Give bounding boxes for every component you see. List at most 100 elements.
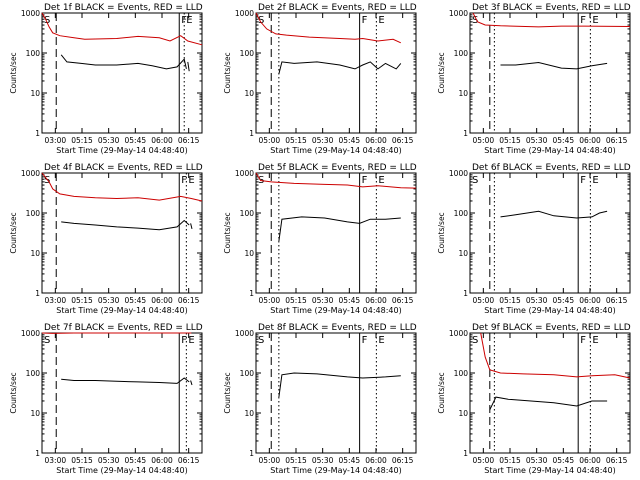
x-axis-label: Start Time (29-May-14 04:48:40) (270, 306, 401, 315)
events-series-line (500, 210, 608, 219)
x-tick-label: 05:30 (98, 296, 120, 305)
x-tick-label: 05:15 (499, 136, 521, 145)
y-tick-label: 1000 (21, 9, 40, 18)
x-tick-label: 06:00 (365, 136, 387, 145)
events-series-line (190, 223, 193, 230)
chart-panel: Det 8f BLACK = Events, RED = LLD 1 10 100 10… (223, 323, 417, 475)
x-tick-label: 05:30 (526, 456, 548, 465)
x-tick-label: 05:00 (473, 456, 495, 465)
chart-panel: Det 4f BLACK = Events, RED = LLD 1 10 100 10… (9, 163, 203, 315)
x-tick-label: 06:15 (606, 136, 628, 145)
chart-title: Det 7f BLACK = Events, RED = LLD (44, 323, 203, 333)
y-tick-label: 100 (26, 369, 41, 378)
y-tick-label: 1000 (235, 329, 254, 338)
x-axis-label: Start Time (29-May-14 04:48:40) (56, 146, 187, 155)
chart-title: Det 8f BLACK = Events, RED = LLD (258, 323, 417, 333)
x-tick-label: 06:15 (606, 456, 628, 465)
time-marker-label: S (258, 335, 264, 346)
y-tick-label: 1 (463, 449, 468, 458)
x-tick-label: 05:15 (71, 296, 93, 305)
y-tick-label: 10 (30, 409, 40, 418)
time-marker-label: E (378, 175, 384, 186)
x-tick-label: 05:15 (285, 296, 307, 305)
x-axis-label: Start Time (29-May-14 04:48:40) (270, 146, 401, 155)
x-axis-label: Start Time (29-May-14 04:48:40) (270, 466, 401, 475)
x-tick-label: 05:45 (125, 456, 147, 465)
y-tick-label: 10 (458, 249, 468, 258)
x-tick-label: 05:45 (339, 296, 361, 305)
time-marker-label: F (362, 15, 368, 26)
x-axis-label: Start Time (29-May-14 04:48:40) (484, 306, 615, 315)
x-tick-label: 06:00 (579, 456, 601, 465)
y-tick-label: 1000 (449, 9, 468, 18)
y-axis-label: Counts/sec (223, 52, 232, 93)
x-tick-label: 05:45 (553, 456, 575, 465)
y-tick-label: 100 (240, 209, 255, 218)
y-tick-label: 10 (458, 409, 468, 418)
time-marker-label: E (592, 175, 598, 186)
chart-panel: Det 1f BLACK = Events, RED = LLD 1 10 100 10… (9, 3, 203, 155)
chart-title: Det 4f BLACK = Events, RED = LLD (44, 163, 203, 173)
chart-title: Det 9f BLACK = Events, RED = LLD (472, 323, 631, 333)
time-marker-label: S (472, 15, 478, 26)
x-tick-label: 05:30 (312, 136, 334, 145)
y-tick-label: 1000 (21, 329, 40, 338)
x-tick-label: 05:15 (285, 136, 307, 145)
x-tick-label: 05:15 (499, 456, 521, 465)
time-marker-label: E (188, 175, 194, 186)
x-tick-label: 06:00 (151, 136, 173, 145)
x-tick-label: 05:45 (125, 296, 147, 305)
lld-series-line (255, 172, 417, 189)
chart-panel: Det 6f BLACK = Events, RED = LLD 1 10 100 10… (437, 163, 631, 315)
events-series-line (489, 396, 608, 411)
y-axis-label: Counts/sec (437, 212, 446, 253)
chart-title: Det 3f BLACK = Events, RED = LLD (472, 3, 631, 13)
lld-series-line (472, 12, 631, 28)
plot-frame (41, 332, 203, 454)
events-series-line (190, 380, 193, 386)
y-axis-label: Counts/sec (9, 52, 18, 93)
y-axis-label: Counts/sec (9, 212, 18, 253)
x-tick-label: 05:30 (98, 136, 120, 145)
x-tick-label: 05:15 (71, 136, 93, 145)
events-series-line (61, 219, 190, 231)
time-marker-label: F (580, 15, 586, 26)
events-series-line (187, 61, 190, 72)
x-tick-label: 05:45 (125, 136, 147, 145)
x-tick-label: 05:00 (473, 136, 495, 145)
time-marker-label: S (44, 175, 50, 186)
time-marker-label: E (592, 335, 598, 346)
x-tick-label: 05:30 (526, 136, 548, 145)
x-tick-label: 05:00 (259, 136, 281, 145)
events-series-line (278, 216, 401, 242)
x-tick-label: 03:00 (45, 456, 67, 465)
y-tick-label: 1 (249, 129, 254, 138)
x-tick-label: 05:00 (259, 456, 281, 465)
chart-panel: Det 2f BLACK = Events, RED = LLD 1 10 100 10… (223, 3, 417, 155)
y-tick-label: 10 (30, 249, 40, 258)
x-tick-label: 05:15 (71, 456, 93, 465)
x-tick-label: 06:15 (392, 136, 414, 145)
y-tick-label: 1 (35, 129, 40, 138)
y-tick-label: 1000 (449, 329, 468, 338)
x-tick-label: 06:00 (365, 296, 387, 305)
x-tick-label: 06:00 (579, 296, 601, 305)
time-marker-label: F (362, 335, 368, 346)
x-tick-label: 05:45 (339, 456, 361, 465)
x-tick-label: 05:15 (499, 296, 521, 305)
time-marker-label: S (44, 335, 50, 346)
x-tick-label: 06:15 (606, 296, 628, 305)
x-tick-label: 06:15 (178, 456, 200, 465)
y-tick-label: 1 (35, 449, 40, 458)
y-tick-label: 10 (244, 89, 254, 98)
x-tick-label: 06:00 (151, 456, 173, 465)
x-tick-label: 03:00 (45, 136, 67, 145)
y-tick-label: 1 (249, 449, 254, 458)
x-tick-label: 05:00 (259, 296, 281, 305)
plot-frame (41, 12, 203, 134)
x-tick-label: 05:30 (312, 456, 334, 465)
time-marker-label: F (580, 175, 586, 186)
y-tick-label: 10 (458, 89, 468, 98)
time-marker-label: E (186, 15, 192, 26)
y-tick-label: 1 (249, 289, 254, 298)
